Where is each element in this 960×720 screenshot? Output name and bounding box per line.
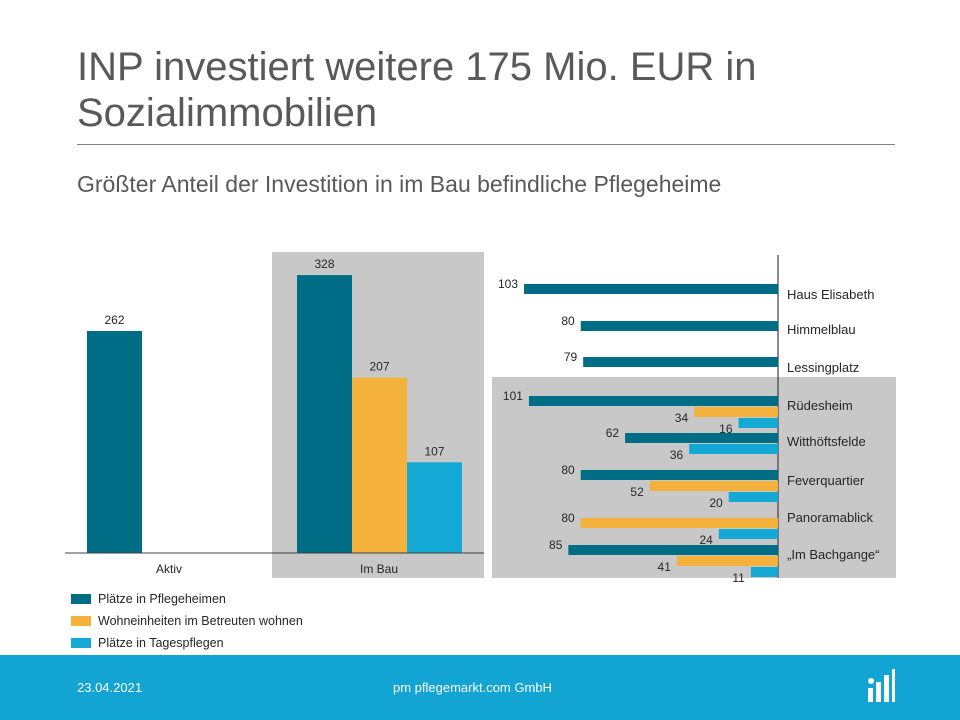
hbar-label-im-bachgange-pflegeheime: 85 [549, 538, 563, 552]
footer-bar: 23.04.2021 pm pflegemarkt.com GmbH [0, 655, 960, 720]
bar-aktiv-pflegeheime [87, 331, 142, 553]
facility-label-im-bachgange: „Im Bachgange“ [787, 547, 880, 562]
hbar-label-rüdesheim-betreutes-wohnen: 34 [675, 411, 689, 425]
footer-date: 23.04.2021 [77, 680, 143, 695]
hbar-lessingplatz-pflegeheime [583, 357, 778, 367]
legend-label-betreutes-wohnen: Wohneinheiten im Betreuten wohnen [98, 614, 303, 628]
hbar-im-bachgange-betreutes-wohnen [676, 556, 778, 566]
page-subtitle: Größter Anteil der Investition in im Bau… [77, 171, 722, 197]
hbar-feverquartier-betreutes-wohnen [649, 481, 778, 491]
legend-swatch-tagespflege [71, 638, 91, 648]
data-label-im-bau-pflegeheime: 328 [314, 257, 334, 271]
legend: Plätze in Pflegeheimen Wohneinheiten im … [71, 588, 303, 654]
hbar-label-im-bachgange-betreutes-wohnen: 41 [658, 560, 672, 574]
hbar-feverquartier-pflegeheime [580, 470, 778, 480]
facility-label-feverquartier: Feverquartier [787, 473, 865, 488]
hbar-label-witthöftsfelde-pflegeheime: 62 [606, 426, 620, 440]
hbar-im-bachgange-tagespflege [750, 567, 778, 577]
legend-swatch-betreutes-wohnen [71, 616, 91, 626]
hbar-label-himmelblau-pflegeheime: 80 [561, 314, 575, 328]
hbar-label-panoramablick-betreutes-wohnen: 80 [561, 511, 575, 525]
bar-im-bau-tagespflege [407, 462, 462, 553]
facility-label-rüdesheim: Rüdesheim [787, 398, 853, 413]
legend-swatch-pflegeheime [71, 594, 91, 604]
data-label-im-bau-tagespflege: 107 [424, 444, 444, 458]
facility-label-witthöftsfelde: Witthöftsfelde [787, 434, 866, 449]
hbar-haus-elisabeth-pflegeheime [524, 284, 778, 294]
title-divider [77, 144, 895, 145]
hbar-label-feverquartier-betreutes-wohnen: 52 [630, 485, 644, 499]
legend-item-tagespflege: Plätze in Tagespflegen [71, 632, 303, 654]
hbar-label-feverquartier-tagespflege: 20 [709, 496, 723, 510]
hbar-feverquartier-tagespflege [728, 492, 778, 502]
facility-label-himmelblau: Himmelblau [787, 322, 856, 337]
charts-canvas: 262 328 207 107 Aktiv Im Bau 103 Haus Elisabet… [65, 252, 896, 585]
legend-label-pflegeheime: Plätze in Pflegeheimen [98, 592, 226, 606]
hbar-panoramablick-tagespflege [718, 529, 778, 539]
data-label-im-bau-betreutes-wohnen: 207 [369, 360, 389, 374]
hbar-witthöftsfelde-tagespflege [689, 444, 778, 454]
hbar-rüdesheim-betreutes-wohnen [694, 407, 778, 417]
legend-item-pflegeheime: Plätze in Pflegeheimen [71, 588, 303, 610]
right-horizontal-bar-chart: 103 Haus Elisabeth 80 Himmelblau 79 Lessingpl… [492, 255, 896, 585]
bar-im-bau-betreutes-wohnen [352, 377, 407, 553]
hbar-himmelblau-pflegeheime [580, 321, 778, 331]
left-bar-chart: 262 328 207 107 Aktiv Im Bau [65, 252, 484, 578]
category-label-aktiv: Aktiv [156, 562, 182, 576]
facility-label-haus-elisabeth: Haus Elisabeth [787, 287, 874, 302]
hbar-rüdesheim-tagespflege [738, 418, 778, 428]
hbar-label-witthöftsfelde-tagespflege: 36 [670, 448, 684, 462]
legend-item-betreutes-wohnen: Wohneinheiten im Betreuten wohnen [71, 610, 303, 632]
bar-im-bau-pflegeheime [297, 275, 352, 553]
hbar-im-bachgange-pflegeheime [568, 545, 778, 555]
hbar-label-panoramablick-tagespflege: 24 [699, 533, 713, 547]
hbar-label-im-bachgange-tagespflege: 11 [732, 571, 745, 585]
hbar-label-lessingplatz-pflegeheime: 79 [564, 350, 578, 364]
hbar-rüdesheim-pflegeheime [528, 396, 778, 406]
hbar-label-rüdesheim-tagespflege: 16 [719, 422, 733, 436]
hbar-label-rüdesheim-pflegeheime: 101 [503, 389, 523, 403]
hbar-panoramablick-betreutes-wohnen [580, 518, 778, 528]
facility-label-panoramablick: Panoramablick [787, 510, 873, 525]
legend-label-tagespflege: Plätze in Tagespflegen [98, 636, 224, 650]
pflegemarkt-logo-icon [868, 669, 895, 702]
data-label-aktiv-pflegeheime: 262 [104, 313, 124, 327]
category-label-im-bau: Im Bau [360, 562, 398, 576]
hbar-label-feverquartier-pflegeheime: 80 [561, 463, 575, 477]
facility-label-lessingplatz: Lessingplatz [787, 360, 859, 375]
hbar-witthöftsfelde-pflegeheime [625, 433, 778, 443]
page-title: INP investiert weitere 175 Mio. EUR in S… [77, 45, 757, 135]
hbar-label-haus-elisabeth-pflegeheime: 103 [498, 277, 518, 291]
footer-company: pm pflegemarkt.com GmbH [393, 680, 552, 695]
